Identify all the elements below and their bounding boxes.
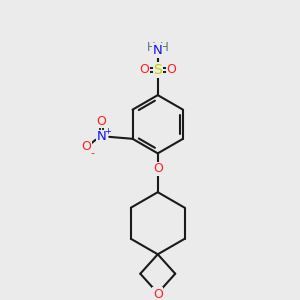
Text: N: N [153, 44, 163, 57]
Text: N: N [97, 130, 106, 143]
Text: -: - [91, 148, 95, 158]
Text: H: H [160, 41, 169, 54]
Text: O: O [139, 63, 149, 76]
Text: O: O [153, 288, 163, 300]
Text: +: + [104, 127, 111, 136]
Text: S: S [153, 63, 162, 77]
Text: O: O [153, 162, 163, 176]
Text: H: H [147, 41, 155, 54]
Text: O: O [167, 63, 176, 76]
Text: O: O [97, 115, 106, 128]
Text: O: O [81, 140, 91, 153]
